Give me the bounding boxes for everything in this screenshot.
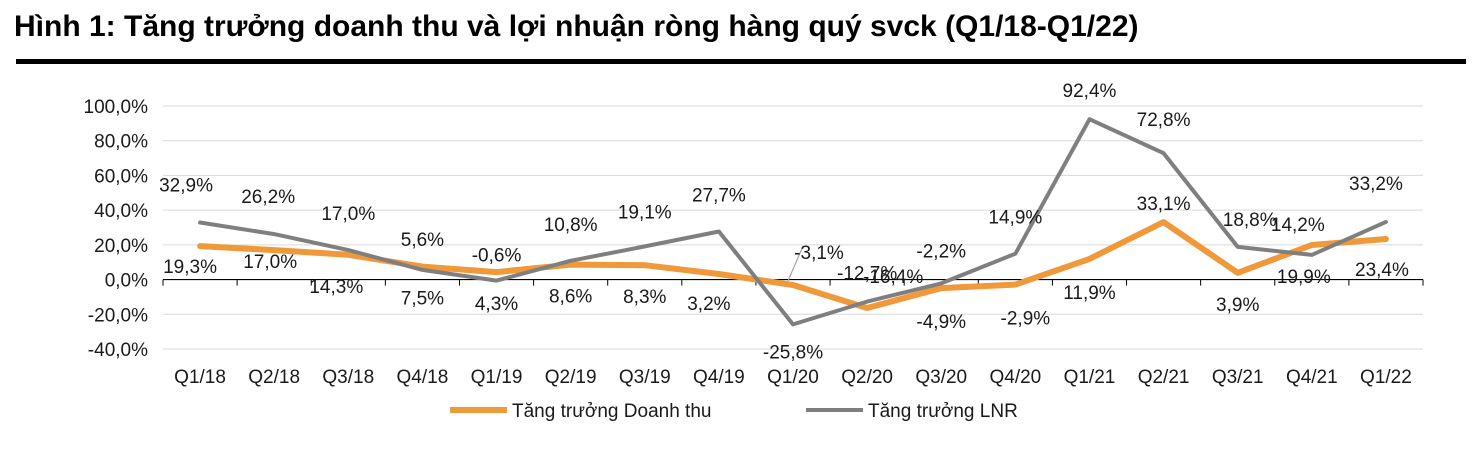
lnr-data-label: -12,7%	[837, 264, 897, 285]
y-tick-label: -40,0%	[88, 340, 148, 361]
x-tick-label: Q4/21	[1286, 367, 1338, 388]
x-tick-label: Q1/19	[471, 367, 523, 388]
lnr-data-label: -2,2%	[916, 241, 966, 262]
x-tick-label: Q2/20	[841, 367, 893, 388]
x-tick-label: Q4/20	[989, 367, 1041, 388]
x-tick-label: Q4/18	[397, 367, 449, 388]
revenue-data-label: -2,9%	[1001, 309, 1051, 330]
title-rule	[16, 59, 1466, 64]
lnr-data-label: 26,2%	[241, 187, 295, 208]
revenue-data-label: 19,3%	[163, 257, 217, 278]
revenue-data-label: 33,1%	[1137, 194, 1191, 215]
lnr-data-label: 17,0%	[321, 204, 375, 225]
lnr-data-label: 5,6%	[401, 230, 444, 251]
series-line-lnr-growth	[198, 117, 1388, 327]
label-leader-line	[787, 245, 804, 282]
revenue-data-label: 8,6%	[549, 287, 592, 308]
x-tick-label: Q4/19	[693, 367, 745, 388]
x-tick-label: Q1/20	[767, 367, 819, 388]
x-tick-label: Q2/19	[545, 367, 597, 388]
legend-label-revenue: Tăng trưởng Doanh thu	[512, 401, 711, 422]
x-tick-label: Q1/18	[174, 367, 226, 388]
revenue-data-label: 19,9%	[1277, 267, 1331, 288]
lnr-data-label: 27,7%	[692, 185, 746, 206]
y-tick-label: 40,0%	[94, 201, 148, 222]
revenue-data-label: -4,9%	[916, 312, 966, 333]
y-tick-label: 20,0%	[94, 236, 148, 257]
revenue-data-label: 3,9%	[1216, 295, 1259, 316]
x-tick-label: Q3/18	[322, 367, 374, 388]
x-tick-label: Q1/22	[1360, 367, 1412, 388]
revenue-data-label: -16,4%	[863, 267, 923, 288]
legend: Tăng trưởng Doanh thu Tăng trưởng LNR	[450, 401, 1018, 422]
y-tick-label: 60,0%	[94, 166, 148, 187]
x-tick-label: Q3/20	[915, 367, 967, 388]
legend-label-lnr: Tăng trưởng LNR	[868, 401, 1018, 422]
lnr-data-label: 32,9%	[159, 175, 213, 196]
lnr-data-label: 18,8%	[1223, 210, 1277, 231]
y-tick-label: 80,0%	[94, 132, 148, 153]
lnr-data-label: 14,2%	[1271, 215, 1325, 236]
revenue-data-label: 7,5%	[401, 289, 444, 310]
x-tick-label: Q2/18	[248, 367, 300, 388]
revenue-data-label: 17,0%	[243, 252, 297, 273]
x-tick-label: Q3/21	[1212, 367, 1264, 388]
revenue-data-label: 3,2%	[687, 294, 730, 315]
x-tick-label: Q2/21	[1138, 367, 1190, 388]
axes: 100,0% 80,0% 60,0% 40,0% 20,0% 0,0% -20,0% -40,…	[84, 97, 1424, 388]
lnr-data-label: 10,8%	[544, 215, 598, 236]
figure-title: Hình 1: Tăng trưởng doanh thu và lợi nhu…	[14, 10, 1139, 43]
y-tick-label: -20,0%	[88, 305, 148, 326]
series-line-revenue-growth	[197, 219, 1389, 311]
gridlines	[163, 105, 1423, 350]
revenue-data-label: 14,3%	[309, 277, 363, 298]
revenue-data-label: 11,9%	[1063, 283, 1116, 304]
lnr-data-label: 33,2%	[1349, 174, 1403, 195]
y-tick-label: 0,0%	[105, 271, 148, 292]
data-labels: 19,3% 17,0% 14,3% 7,5% 4,3% 8,6% 8,3% 3,2% -3,1%…	[159, 81, 1409, 363]
x-tick-label: Q3/19	[619, 367, 671, 388]
lnr-data-label: 14,9%	[988, 208, 1042, 229]
lnr-data-label: -0,6%	[472, 246, 522, 267]
lnr-data-label: 92,4%	[1063, 81, 1117, 102]
x-tick-label: Q1/21	[1064, 367, 1116, 388]
lnr-data-label: -25,8%	[763, 342, 823, 363]
revenue-data-label: 4,3%	[475, 294, 518, 315]
y-tick-label: 100,0%	[84, 97, 149, 118]
revenue-data-label: 8,3%	[623, 287, 666, 308]
lnr-data-label: 19,1%	[618, 202, 672, 223]
revenue-data-label: -3,1%	[794, 243, 844, 264]
series-lines	[197, 117, 1389, 327]
lnr-data-label: 72,8%	[1137, 110, 1191, 131]
revenue-data-label: 23,4%	[1355, 260, 1409, 281]
